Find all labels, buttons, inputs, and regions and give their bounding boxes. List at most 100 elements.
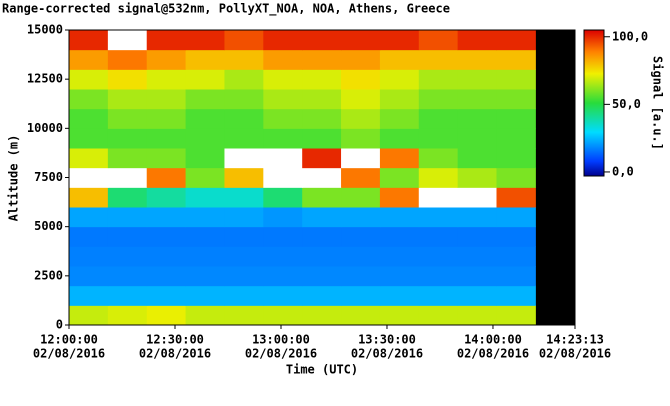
heatmap-cell (457, 305, 498, 326)
x-axis-label: Time (UTC) (286, 363, 358, 377)
heatmap-cell (263, 226, 303, 247)
y-axis-label: Altitude (m) (7, 135, 21, 222)
heatmap-cell (224, 89, 264, 110)
heatmap-cell (418, 167, 459, 188)
heatmap-cell (69, 266, 109, 287)
x-tick-date: 02/08/2016 (351, 347, 423, 361)
heatmap-cell (496, 49, 536, 70)
heatmap-cell (418, 69, 459, 90)
heatmap-cell (185, 167, 225, 188)
heatmap-cell (185, 128, 225, 149)
chart-title: Range-corrected signal@532nm, PollyXT_NO… (2, 2, 450, 17)
heatmap-cell (146, 89, 187, 110)
heatmap-cell (185, 30, 225, 51)
heatmap-cell (224, 148, 264, 169)
heatmap-cell (418, 305, 459, 326)
heatmap-cell (418, 246, 459, 267)
heatmap-cell (302, 266, 342, 287)
heatmap-cell (457, 148, 498, 169)
heatmap-cell (496, 187, 536, 208)
heatmap-cell (496, 246, 536, 267)
heatmap-cell (107, 305, 148, 326)
x-tick-date: 02/08/2016 (33, 347, 105, 361)
heatmap-cell (418, 108, 459, 129)
heatmap-cell (496, 69, 536, 90)
heatmap-cell (263, 108, 303, 129)
heatmap-cell (302, 128, 342, 149)
heatmap-cell (224, 167, 264, 188)
heatmap-cell (69, 246, 109, 267)
heatmap-cell (496, 207, 536, 228)
heatmap-cell (107, 108, 148, 129)
heatmap-cell (185, 305, 225, 326)
heatmap-cell (457, 49, 498, 70)
heatmap-cell (457, 207, 498, 228)
heatmap-cell (69, 128, 109, 149)
x-tick-label: 13:30:00 (358, 333, 416, 347)
heatmap-cell (263, 187, 303, 208)
heatmap-cell (69, 148, 109, 169)
heatmap-cell (69, 49, 109, 70)
y-tick-label: 5000 (34, 219, 63, 233)
heatmap-cell (263, 246, 303, 267)
heatmap-cell (185, 108, 225, 129)
heatmap-cell (263, 128, 303, 149)
heatmap-cell (379, 30, 420, 51)
heatmap-cell (224, 187, 264, 208)
heatmap-cell (107, 49, 148, 70)
heatmap-cell (302, 49, 342, 70)
heatmap-cell (107, 69, 148, 90)
heatmap-cell (341, 305, 381, 326)
heatmap-cell (457, 89, 498, 110)
heatmap-cell (146, 128, 187, 149)
heatmap-cell (379, 207, 420, 228)
heatmap-cell (379, 128, 420, 149)
heatmap-cell (302, 30, 342, 51)
heatmap-cell (379, 89, 420, 110)
heatmap-cell (418, 285, 459, 306)
heatmap-cell (457, 266, 498, 287)
y-tick-label: 15000 (27, 23, 63, 37)
x-tick-label: 14:00:00 (464, 333, 522, 347)
heatmap-cell (146, 30, 187, 51)
heatmap-cell (69, 89, 109, 110)
heatmap-cell (107, 187, 148, 208)
heatmap-cell (107, 148, 148, 169)
heatmap-cell (496, 30, 536, 51)
heatmap-cell (341, 89, 381, 110)
heatmap-cell (302, 207, 342, 228)
heatmap-cell (146, 69, 187, 90)
heatmap-cell (146, 187, 187, 208)
heatmap-cell (69, 167, 109, 188)
heatmap-cell (263, 148, 303, 169)
heatmap-cell (185, 226, 225, 247)
colorbar (583, 29, 605, 177)
heatmap-cell (496, 266, 536, 287)
heatmap-cell (224, 69, 264, 90)
heatmap-cell (263, 89, 303, 110)
y-tick-label: 7500 (34, 170, 63, 184)
colorbar-tick-label: 100,0 (612, 29, 648, 43)
heatmap-cell (379, 167, 420, 188)
heatmap-cell (146, 246, 187, 267)
x-tick-label: 12:00:00 (40, 333, 98, 347)
heatmap-cell (224, 246, 264, 267)
heatmap-cell (69, 69, 109, 90)
heatmap-cell (146, 266, 187, 287)
x-tick-date: 02/08/2016 (539, 347, 611, 361)
heatmap-cell (224, 108, 264, 129)
heatmap-cell (496, 285, 536, 306)
heatmap-cell (146, 148, 187, 169)
heatmap-cell (302, 305, 342, 326)
heatmap-cell (341, 30, 381, 51)
heatmap-cell (341, 226, 381, 247)
heatmap-cell (107, 285, 148, 306)
heatmap-cell (302, 285, 342, 306)
heatmap-cell (418, 226, 459, 247)
y-tick-label: 0 (56, 318, 63, 332)
heatmap-cell (107, 30, 148, 51)
x-tick-date: 02/08/2016 (139, 347, 211, 361)
heatmap-cell (185, 285, 225, 306)
heatmap-cell (341, 108, 381, 129)
